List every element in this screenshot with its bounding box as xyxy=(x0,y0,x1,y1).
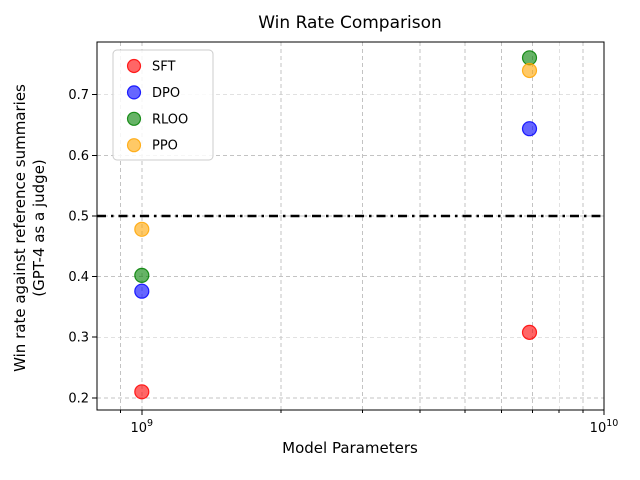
data-points xyxy=(134,50,538,400)
legend-marker-rloo xyxy=(126,111,142,126)
point-ppo-0 xyxy=(134,221,150,237)
x-axis-label: Model Parameters xyxy=(282,439,418,457)
legend-box xyxy=(112,49,214,161)
y-tick-label-0.2: 0.2 xyxy=(68,391,89,406)
point-ppo-1 xyxy=(521,62,538,79)
legend-marker-ppo xyxy=(126,138,142,153)
axis-ticks xyxy=(92,94,605,415)
y-tick-label-0.3: 0.3 xyxy=(68,331,89,346)
point-rloo-1 xyxy=(521,50,538,66)
y-axis-label-line2: (GPT-4 as a judge) xyxy=(30,159,48,297)
y-tick-label-0.6: 0.6 xyxy=(68,149,89,164)
plot-area: 0.2 0.3 0.4 0.5 0.6 0.7 109 1010 SFT DPO RLOO PPO xyxy=(68,41,618,436)
legend-marker-dpo xyxy=(126,85,142,100)
point-dpo-0 xyxy=(134,283,150,299)
legend-label-ppo: PPO xyxy=(152,139,178,154)
x-tick-label-10e10: 1010 xyxy=(590,418,619,436)
point-sft-0 xyxy=(134,384,150,400)
point-dpo-1 xyxy=(521,121,538,137)
y-tick-label-0.7: 0.7 xyxy=(68,88,89,103)
legend-label-sft: SFT xyxy=(152,60,176,75)
legend-label-dpo: DPO xyxy=(152,86,180,101)
chart-title: Win Rate Comparison xyxy=(258,13,442,33)
y-axis-label-line1: Win rate against reference summaries xyxy=(11,84,29,372)
plot-border xyxy=(96,41,605,411)
tick-labels: 0.2 0.3 0.4 0.5 0.6 0.7 109 1010 xyxy=(68,88,618,436)
x-tick-label-10e9: 109 xyxy=(131,418,154,436)
y-tick-label-0.5: 0.5 xyxy=(68,210,89,225)
legend: SFT DPO RLOO PPO xyxy=(112,49,214,161)
legend-label-rloo: RLOO xyxy=(152,112,188,127)
point-rloo-0 xyxy=(134,267,150,283)
point-sft-1 xyxy=(521,324,538,340)
y-tick-label-0.4: 0.4 xyxy=(68,270,89,285)
legend-marker-sft xyxy=(126,58,142,74)
